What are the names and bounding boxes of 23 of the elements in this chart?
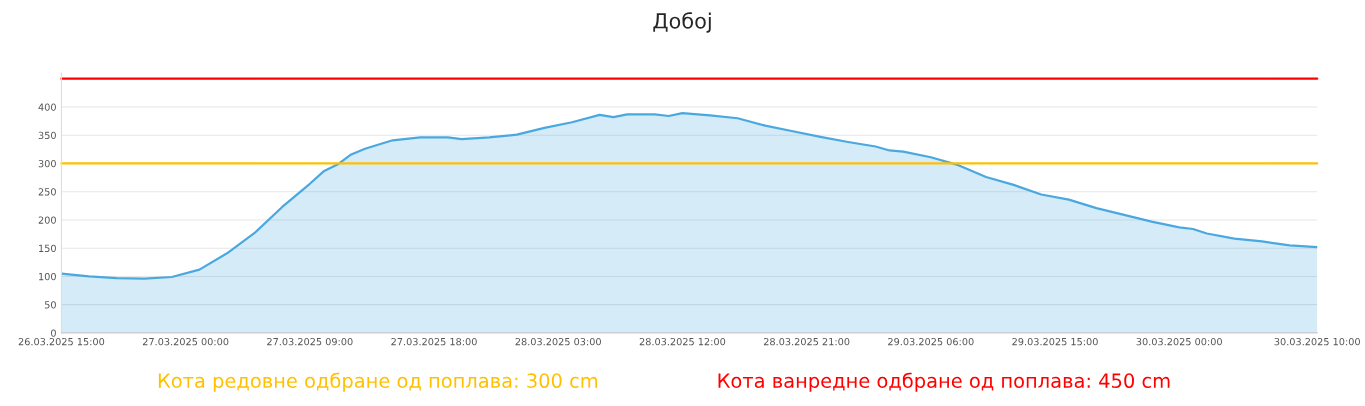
y-tick-label: 100 [39,272,56,281]
x-tick-label: 28.03.2025 12:00 [639,337,726,346]
x-tick-label: 29.03.2025 15:00 [1012,337,1098,346]
x-tick-label: 28.03.2025 03:00 [515,337,601,346]
x-tick-label: 26.03.2025 15:00 [18,337,105,346]
x-tick-label: 30.03.2025 00:00 [1136,337,1222,346]
y-tick-label: 200 [38,216,56,224]
ref-line-label: Кота редовне одбране од поплава: 300 cm [158,372,598,392]
chart-title: Добој [653,12,711,33]
x-tick-label: 27.03.2025 18:00 [391,337,477,346]
y-tick-label: 300 [38,159,56,168]
y-tick-label: 350 [38,131,56,140]
x-tick-label: 30.03.2025 10:00 [1274,337,1360,346]
y-tick-label: 0 [51,329,56,337]
x-tick-label: 29.03.2025 06:00 [888,337,974,346]
x-tick-label: 27.03.2025 00:00 [142,337,229,346]
y-tick-label: 250 [38,188,56,196]
ref-line-label: Кота ванредне одбране од поплава: 450 cm [718,372,1170,392]
x-tick-label: 28.03.2025 21:00 [763,337,850,346]
x-tick-label: 27.03.2025 09:00 [267,337,353,346]
y-tick-label: 150 [39,244,56,253]
y-tick-label: 50 [44,301,56,309]
y-tick-label: 400 [38,103,56,111]
